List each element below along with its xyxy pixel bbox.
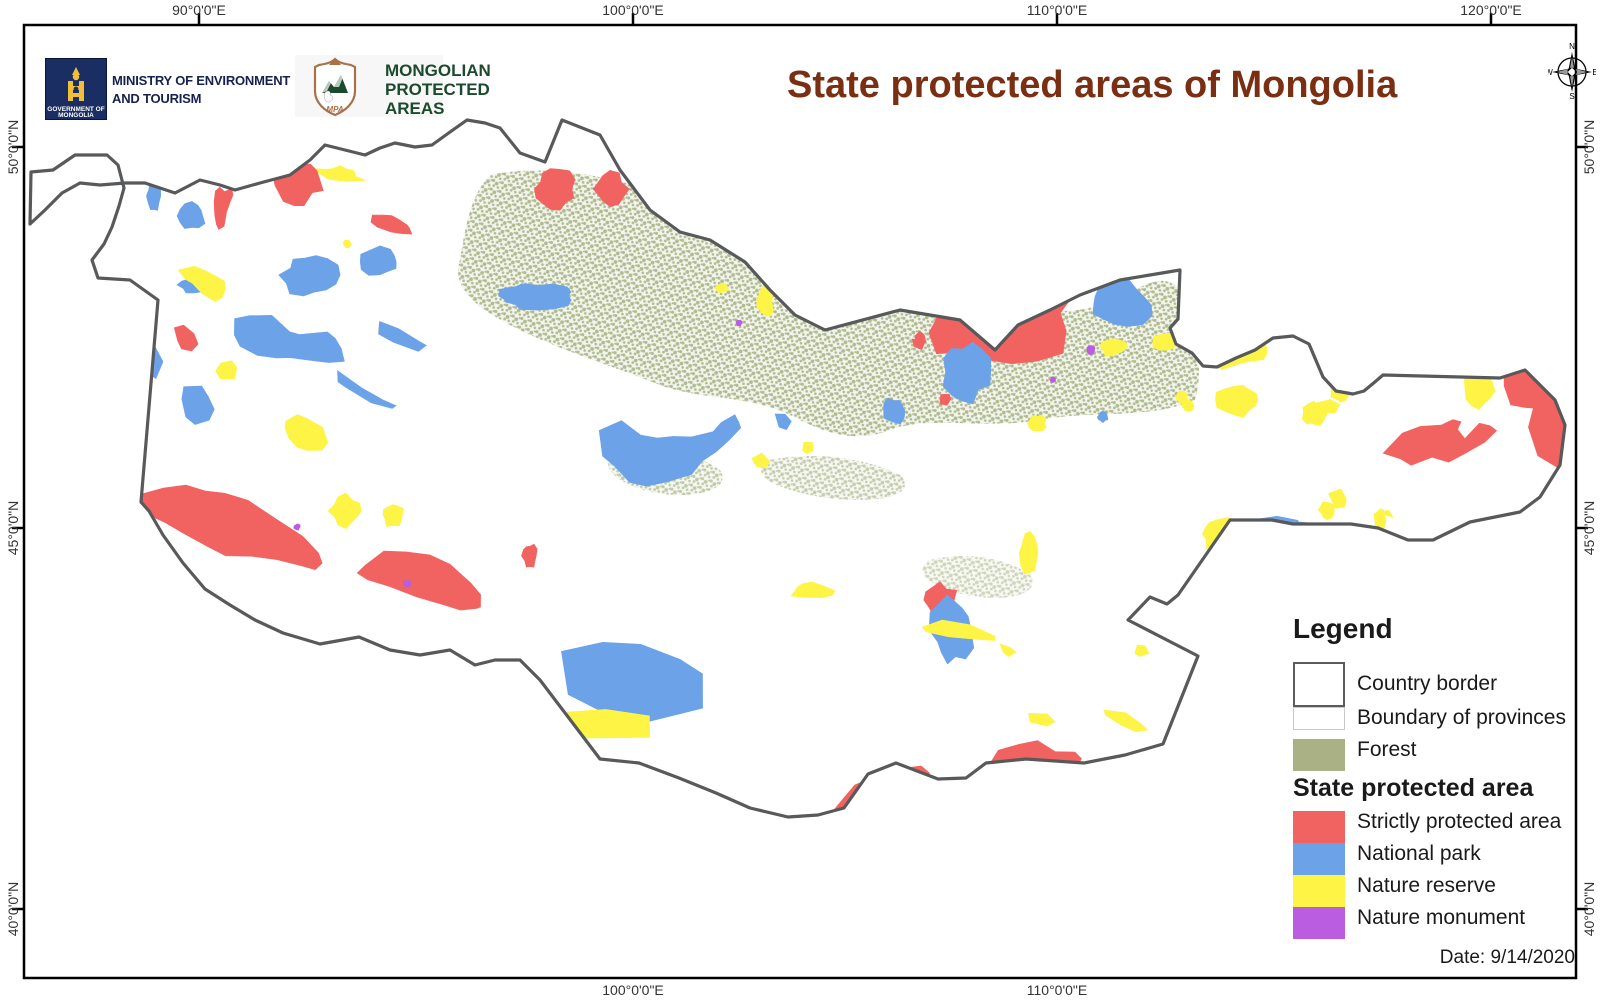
svg-text:E: E [1592,68,1596,77]
svg-text:MPA: MPA [326,105,343,114]
svg-text:MONGOLIA: MONGOLIA [58,112,94,119]
svg-text:N: N [1569,42,1575,51]
svg-text:W: W [1548,68,1553,77]
svg-text:S: S [1569,92,1574,100]
